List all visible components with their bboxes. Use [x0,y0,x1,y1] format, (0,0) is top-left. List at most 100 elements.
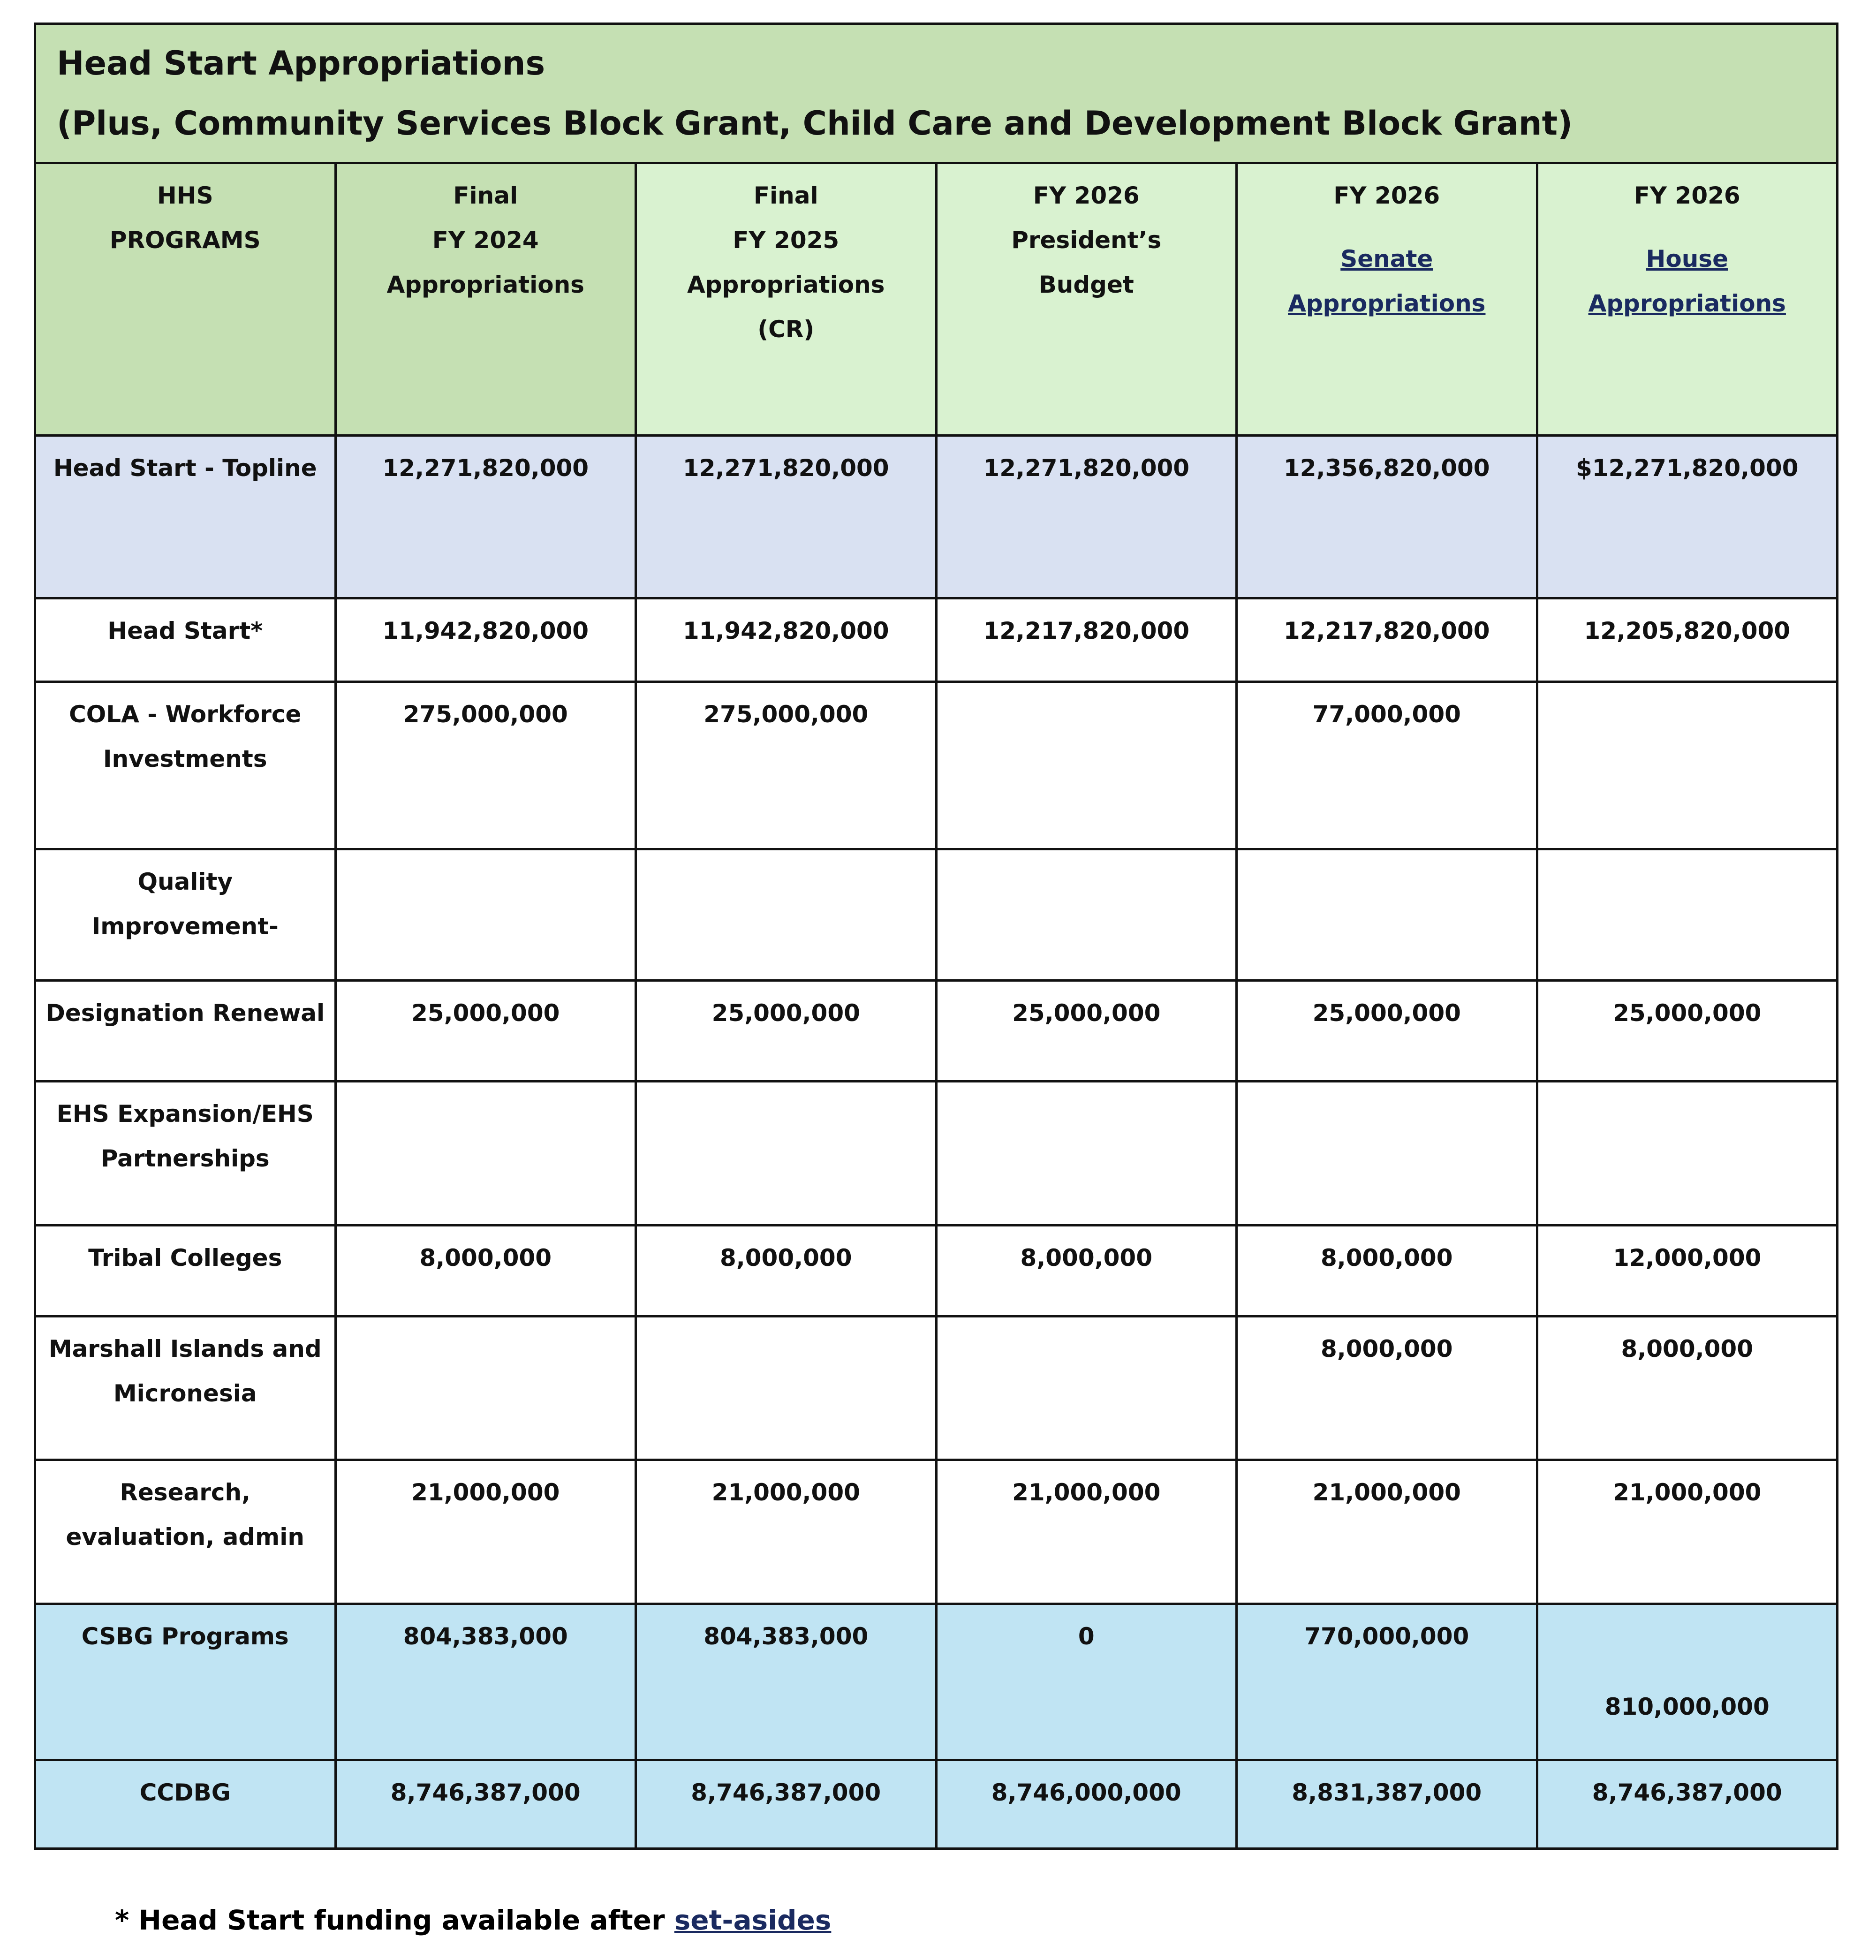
header-line: FY 2025 [733,227,840,254]
amount: 275,000,000 [403,701,568,728]
header-line: FY 2024 [432,227,539,254]
amount-cell [935,1080,1238,1226]
amount-cell: 770,000,000 [1235,1603,1538,1761]
amount-cell: 12,271,820,000 [334,434,637,599]
amount-cell: 12,217,820,000 [1235,597,1538,683]
amount-cell: 8,746,387,000 [635,1759,938,1850]
amount-cell: 0 [935,1603,1238,1761]
amount: 770,000,000 [1304,1623,1469,1650]
header-line: Budget [1038,271,1134,298]
amount: 11,942,820,000 [682,617,889,644]
amount-cell: 21,000,000 [334,1459,637,1605]
amount-cell: 810,000,000 [1536,1603,1838,1761]
amount-cell: 12,000,000 [1536,1224,1838,1317]
amount: 12,217,820,000 [1283,617,1490,644]
header-line: Appropriations [386,271,584,298]
amount-cell: 8,746,000,000 [935,1759,1238,1850]
column-header: FY 2026 Senate Appropriations [1235,162,1538,437]
amount: 8,746,387,000 [691,1779,881,1806]
header-line: Final [453,182,518,209]
amount-cell: 275,000,000 [334,681,637,850]
amount-cell: 8,000,000 [1235,1224,1538,1317]
amount-cell: 25,000,000 [334,979,637,1082]
amount-cell [334,848,637,982]
amount-cell [1536,681,1838,850]
amount: 0 [1078,1623,1095,1650]
amount: 12,356,820,000 [1283,454,1490,482]
amount-cell [1235,1080,1538,1226]
amount-cell: 25,000,000 [1235,979,1538,1082]
amount-cell: 11,942,820,000 [334,597,637,683]
amount-cell: 12,356,820,000 [1235,434,1538,599]
amount: 21,000,000 [411,1479,560,1506]
header-line: FY 2026 [1634,182,1740,209]
amount: 8,746,387,000 [1592,1779,1782,1806]
data-row: Head Start - Topline 12,271,820,000 12,271… [34,434,1838,599]
amount-cell: 8,746,387,000 [334,1759,637,1850]
footnote: * Head Start funding available after set… [115,1904,831,1936]
header-line: FY 2026 [1333,182,1440,209]
program-name: Marshall Islands and Micronesia [48,1335,322,1407]
amount: 8,000,000 [719,1244,852,1271]
column-header: FY 2026 House Appropriations [1536,162,1838,437]
amount-cell: 804,383,000 [334,1603,637,1761]
amount: 21,000,000 [711,1479,860,1506]
row-label: Research, evaluation, admin [34,1459,337,1605]
amount: 25,000,000 [1012,999,1161,1027]
header-line: Appropriations [687,271,885,298]
footnote-link[interactable]: set-asides [674,1904,832,1936]
amount-cell [1536,848,1838,982]
header-line: HHS [157,182,213,209]
amount: 8,746,387,000 [390,1779,581,1806]
table-body: Head Start Appropriations (Plus, Communi… [34,23,1838,1850]
amount-cell [1536,1080,1838,1226]
program-name: Research, evaluation, admin [66,1479,304,1551]
amount-cell: 12,271,820,000 [635,434,938,599]
amount: 275,000,000 [704,701,869,728]
amount: 8,000,000 [1320,1335,1453,1362]
amount-cell: 8,000,000 [334,1224,637,1317]
amount-cell [635,848,938,982]
amount: 21,000,000 [1012,1479,1161,1506]
amount: 25,000,000 [411,999,560,1027]
amount-cell [334,1315,637,1461]
title-cell: Head Start Appropriations (Plus, Communi… [34,23,1838,164]
amount: 77,000,000 [1312,701,1461,728]
amount: $12,271,820,000 [1576,454,1799,482]
program-name: EHS Expansion/EHS Partnerships [56,1100,314,1172]
amount-cell [935,681,1238,850]
amount-cell: 8,746,387,000 [1536,1759,1838,1850]
amount-cell: 12,205,820,000 [1536,597,1838,683]
amount: 12,271,820,000 [382,454,589,482]
data-row: Marshall Islands and Micronesia 8,000,000… [34,1315,1838,1461]
amount-cell: $12,271,820,000 [1536,434,1838,599]
column-header: HHS PROGRAMS [34,162,337,437]
amount: 25,000,000 [1312,999,1461,1027]
amount-cell [935,1315,1238,1461]
amount-cell: 25,000,000 [1536,979,1838,1082]
amount: 21,000,000 [1613,1479,1762,1506]
column-header: Final FY 2024 Appropriations [334,162,637,437]
data-row: CSBG Programs 804,383,000 804,383,000 0 770,… [34,1603,1838,1761]
amount: 804,383,000 [403,1623,568,1650]
amount-cell: 21,000,000 [935,1459,1238,1605]
row-label: Head Start* [34,597,337,683]
row-label: CCDBG [34,1759,337,1850]
program-name: Quality Improvement- [91,868,279,940]
amount-cell: 8,000,000 [635,1224,938,1317]
amount: 8,831,387,000 [1292,1779,1482,1806]
row-label: CSBG Programs [34,1603,337,1761]
header-line: President’s [1011,227,1162,254]
amount: 25,000,000 [1613,999,1762,1027]
data-row: Quality Improvement- [34,848,1838,982]
header-line: FY 2026 [1033,182,1140,209]
amount-cell [334,1080,637,1226]
row-label: Quality Improvement- [34,848,337,982]
amount-cell: 275,000,000 [635,681,938,850]
amount: 21,000,000 [1312,1479,1461,1506]
amount: 25,000,000 [711,999,860,1027]
row-label: Designation Renewal [34,979,337,1082]
data-row: Tribal Colleges 8,000,000 8,000,000 8,000,0… [34,1224,1838,1317]
amount-cell: 12,217,820,000 [935,597,1238,683]
